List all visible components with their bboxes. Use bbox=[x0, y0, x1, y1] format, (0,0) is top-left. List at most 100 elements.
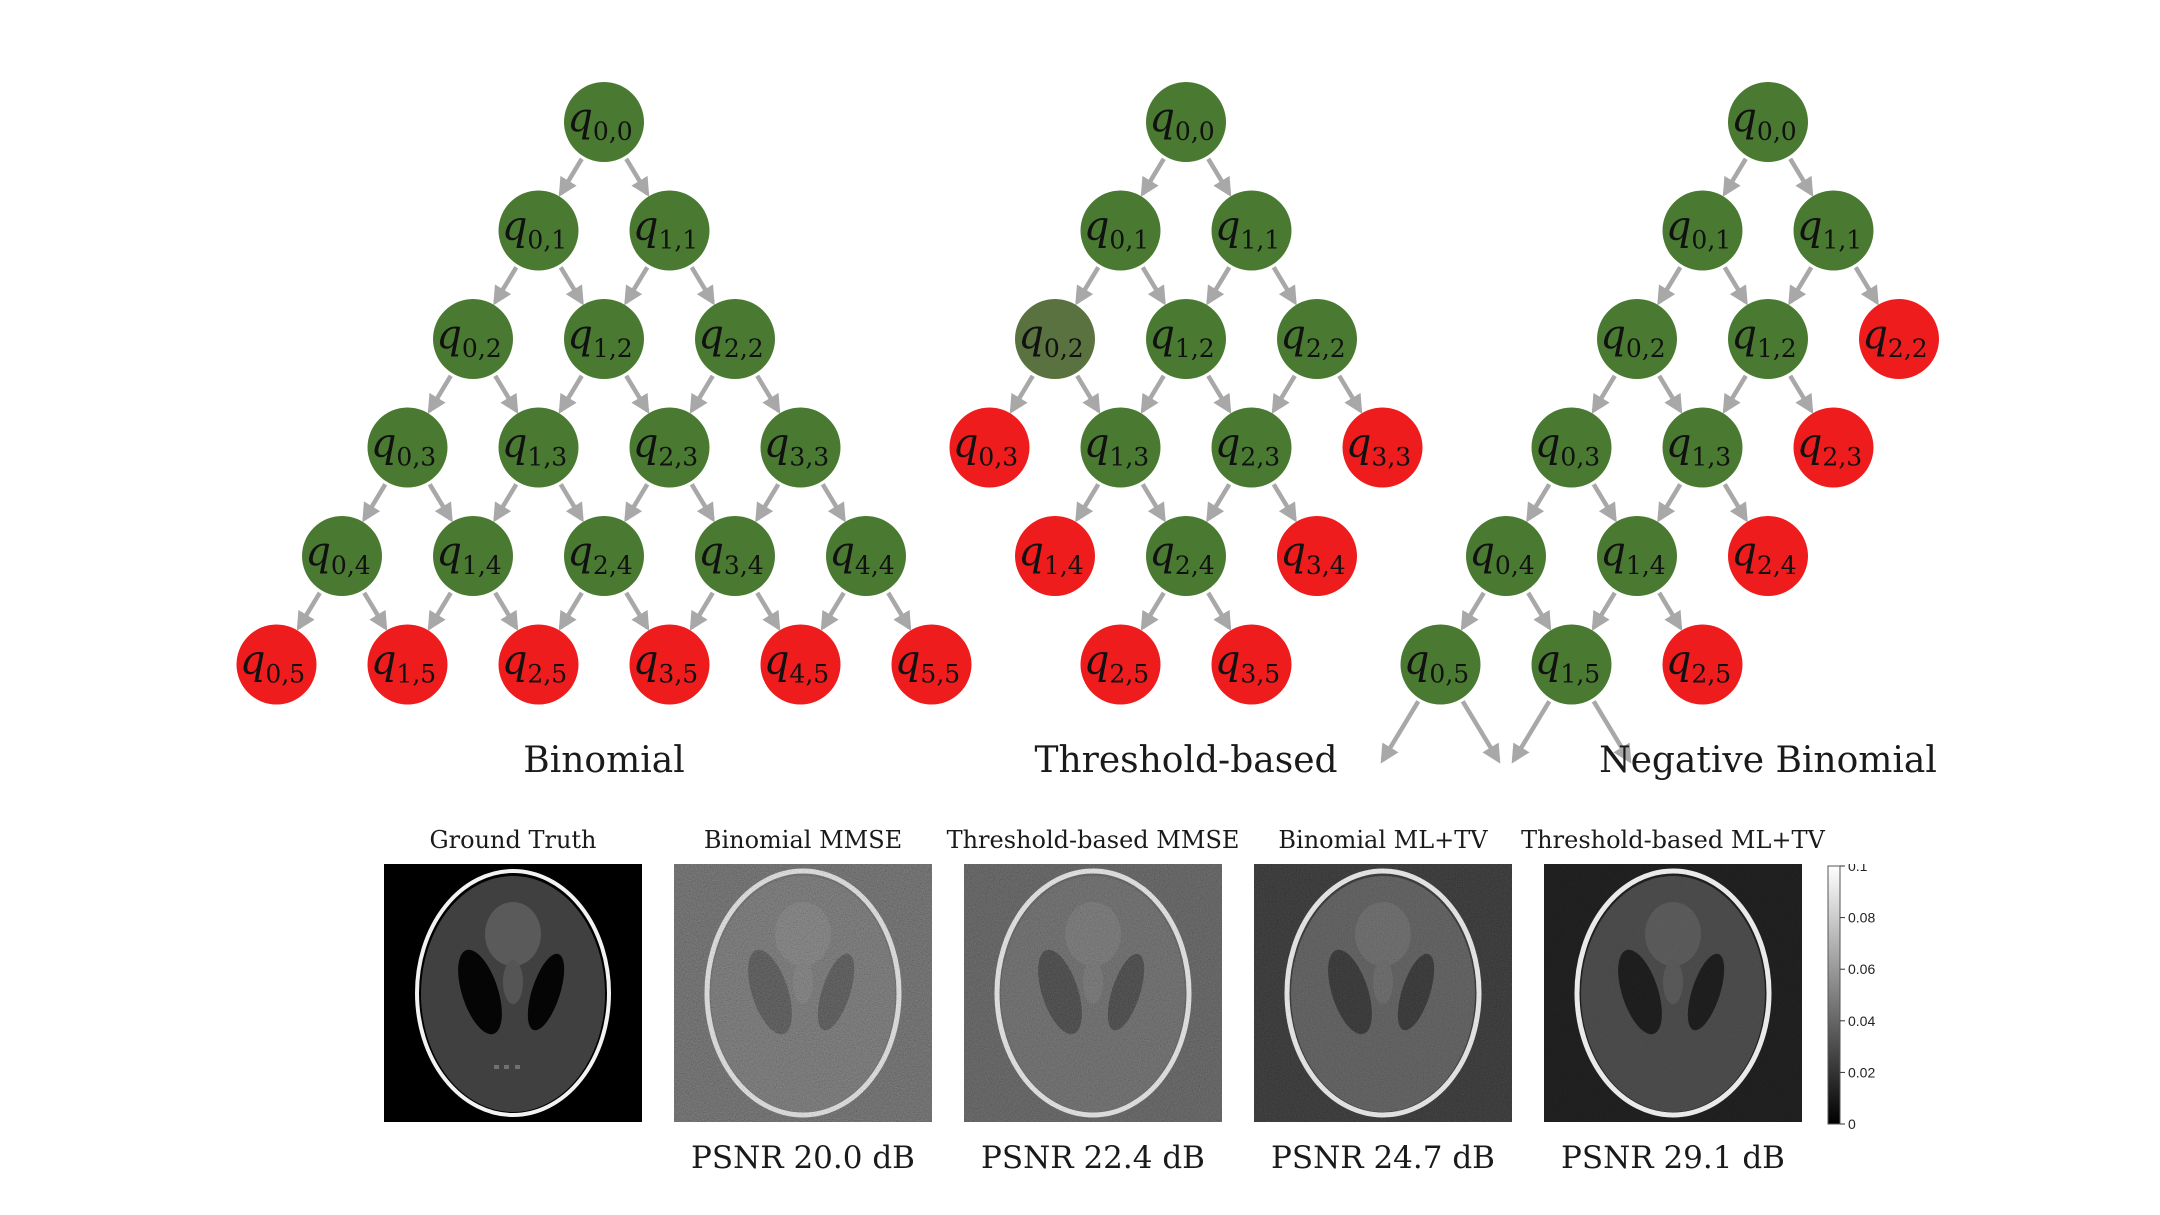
state-node-q1-2: q1,2 bbox=[1728, 299, 1808, 379]
transition-arrow bbox=[1206, 374, 1232, 414]
node-label: q1,2 bbox=[1149, 312, 1214, 363]
node-circle bbox=[1662, 407, 1743, 488]
state-node-q2-3: q2,3 bbox=[1211, 407, 1292, 488]
state-node-q4-5: q4,5 bbox=[760, 624, 841, 705]
node-circle bbox=[891, 624, 972, 705]
node-circle bbox=[564, 299, 644, 379]
state-node-q1-5: q1,5 bbox=[1531, 624, 1612, 705]
node-label: q5,5 bbox=[895, 638, 960, 689]
transition-arrow bbox=[493, 591, 519, 631]
transition-arrow bbox=[1075, 374, 1101, 414]
transition-arrow bbox=[296, 591, 322, 631]
node-label: q3,5 bbox=[1215, 638, 1280, 689]
open-transition-arrow bbox=[1380, 700, 1421, 764]
transition-arrow bbox=[1206, 591, 1232, 631]
transition-arrow bbox=[558, 157, 584, 197]
node-circle bbox=[629, 624, 710, 705]
state-node-q1-4: q1,4 bbox=[1597, 516, 1677, 596]
transition-arrow bbox=[689, 266, 715, 306]
transition-arrow bbox=[1657, 591, 1683, 631]
transition-arrow bbox=[1657, 483, 1683, 523]
transition-arrow bbox=[558, 266, 584, 306]
node-label: q3,4 bbox=[698, 529, 763, 580]
node-label: q1,2 bbox=[1731, 312, 1796, 363]
node-label: q1,1 bbox=[633, 204, 698, 255]
node-circle bbox=[433, 516, 513, 596]
state-node-q0-4: q0,4 bbox=[302, 516, 382, 596]
open-transition-arrow bbox=[1591, 700, 1632, 764]
transition-arrow bbox=[1140, 591, 1166, 631]
title-threshold-mmse: Threshold-based MMSE bbox=[946, 826, 1240, 854]
state-node-q5-5: q5,5 bbox=[891, 624, 972, 705]
state-node-q0-5: q0,5 bbox=[1400, 624, 1481, 705]
transition-arrow bbox=[1788, 374, 1814, 414]
node-label: q0,1 bbox=[502, 204, 567, 255]
transition-arrow bbox=[427, 374, 453, 414]
state-node-q3-5: q3,5 bbox=[1211, 624, 1292, 705]
transition-arrow bbox=[1722, 374, 1748, 414]
node-circle bbox=[1146, 299, 1226, 379]
caption-binomial: Binomial bbox=[523, 740, 685, 781]
transition-arrow bbox=[1271, 374, 1297, 414]
node-label: q2,3 bbox=[1797, 421, 1862, 472]
state-node-q2-5: q2,5 bbox=[1662, 624, 1743, 705]
node-circle bbox=[1211, 407, 1292, 488]
transition-arrow bbox=[1009, 374, 1035, 414]
node-label: q0,3 bbox=[1535, 421, 1600, 472]
transition-arrow bbox=[1206, 157, 1232, 197]
node-label: q1,4 bbox=[436, 529, 501, 580]
node-label: q1,5 bbox=[1535, 638, 1600, 689]
state-node-q2-2: q2,2 bbox=[1277, 299, 1357, 379]
transition-arrow bbox=[624, 591, 650, 631]
node-circle bbox=[564, 516, 644, 596]
colorbar: 0 0.02 0.04 0.06 0.08 0.1 bbox=[1827, 864, 1875, 1132]
node-label: q2,2 bbox=[698, 312, 763, 363]
phantom-image-binomial-mltv bbox=[1254, 864, 1512, 1122]
transition-arrow bbox=[755, 483, 781, 523]
state-node-q1-4: q1,4 bbox=[1015, 516, 1095, 596]
node-label: q1,1 bbox=[1797, 204, 1862, 255]
title-binomial-mltv: Binomial ML+TV bbox=[1278, 826, 1488, 854]
state-node-q3-4: q3,4 bbox=[695, 516, 775, 596]
node-circle bbox=[1531, 624, 1612, 705]
phantom-image-binomial-mmse bbox=[674, 864, 932, 1122]
node-label: q0,1 bbox=[1666, 204, 1731, 255]
transition-arrow bbox=[689, 374, 715, 414]
node-label: q0,5 bbox=[240, 638, 305, 689]
node-circle bbox=[1015, 299, 1095, 379]
transition-arrow bbox=[1140, 157, 1166, 197]
state-node-q2-5: q2,5 bbox=[1080, 624, 1161, 705]
state-node-q0-4: q0,4 bbox=[1466, 516, 1546, 596]
transition-arrow bbox=[1788, 157, 1814, 197]
transition-arrow bbox=[1591, 374, 1617, 414]
state-node-q2-5: q2,5 bbox=[498, 624, 579, 705]
node-label: q3,4 bbox=[1280, 529, 1345, 580]
state-node-q1-1: q1,1 bbox=[1793, 190, 1874, 271]
small-feature bbox=[504, 1065, 509, 1069]
node-circle bbox=[433, 299, 513, 379]
state-node-q1-4: q1,4 bbox=[433, 516, 513, 596]
colorbar-tick-label: 0.04 bbox=[1848, 1013, 1875, 1029]
center-stem bbox=[503, 960, 523, 1004]
node-label: q2,2 bbox=[1862, 312, 1927, 363]
node-circle bbox=[760, 407, 841, 488]
node-circle bbox=[1342, 407, 1423, 488]
node-label: q4,4 bbox=[829, 529, 894, 580]
transition-arrow bbox=[1722, 266, 1748, 306]
right-lobe bbox=[527, 953, 565, 1031]
open-transition-arrow bbox=[1460, 700, 1501, 764]
psnr-binomial-mltv: PSNR 24.7 dB bbox=[1271, 1140, 1495, 1176]
colorbar-tick-label: 0.06 bbox=[1848, 961, 1875, 977]
open-transition-arrow bbox=[1511, 700, 1552, 764]
node-label: q1,5 bbox=[371, 638, 436, 689]
node-circle bbox=[1859, 299, 1939, 379]
node-label: q0,0 bbox=[1731, 95, 1796, 146]
node-label: q0,1 bbox=[1084, 204, 1149, 255]
node-label: q1,1 bbox=[1215, 204, 1280, 255]
transition-arrow bbox=[1271, 483, 1297, 523]
node-circle bbox=[1531, 407, 1612, 488]
node-label: q0,3 bbox=[953, 421, 1018, 472]
noise-overlay bbox=[674, 864, 932, 1122]
state-node-q0-1: q0,1 bbox=[1080, 190, 1161, 271]
